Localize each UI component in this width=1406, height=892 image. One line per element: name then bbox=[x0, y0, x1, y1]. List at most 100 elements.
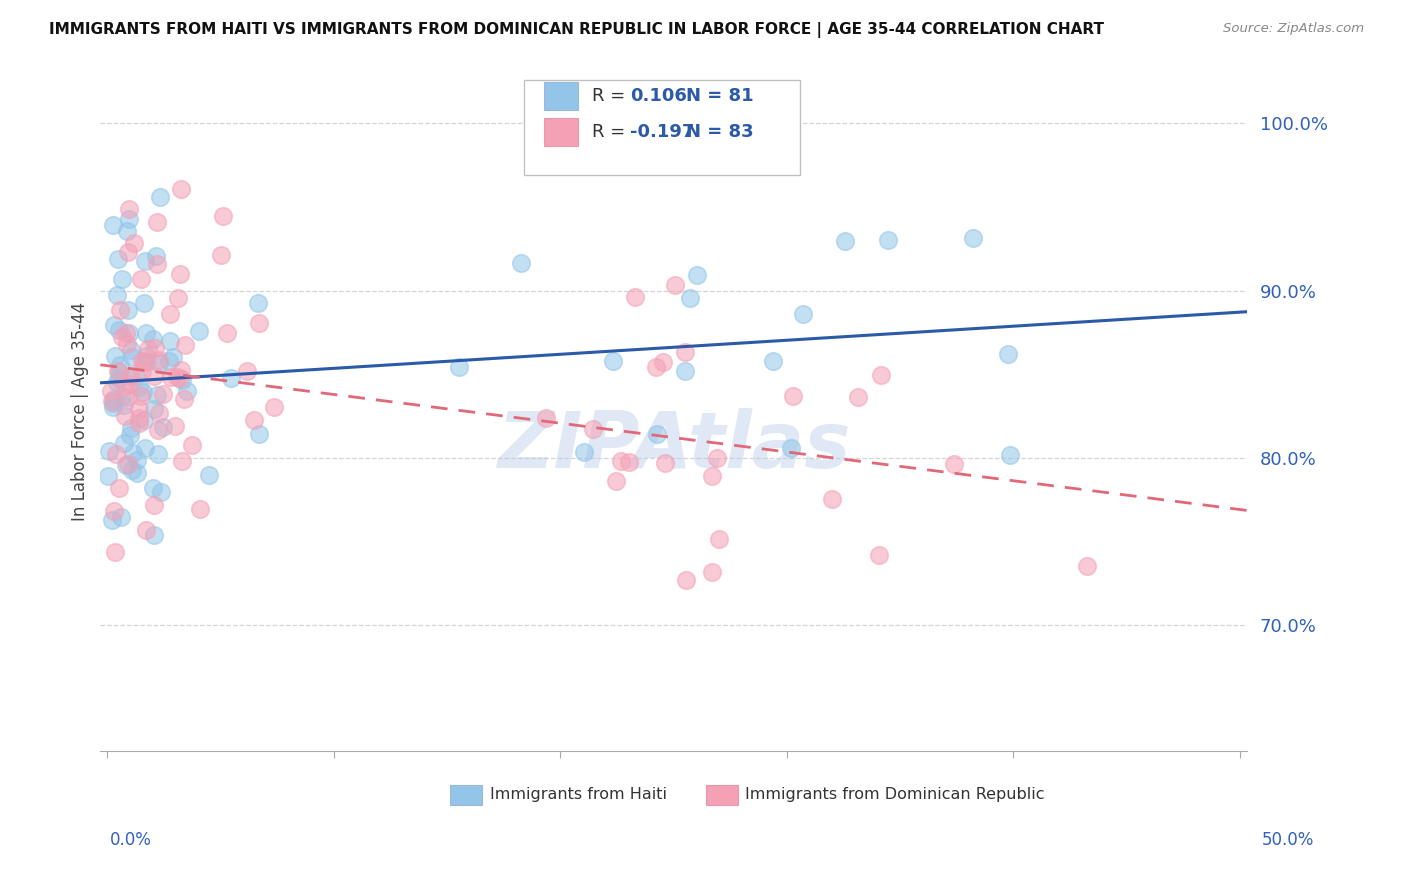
Point bbox=[121, 350, 143, 364]
Point bbox=[821, 491, 844, 506]
Point bbox=[145, 250, 167, 264]
Point bbox=[103, 504, 125, 518]
Point bbox=[172, 454, 194, 468]
Point bbox=[170, 182, 193, 196]
FancyBboxPatch shape bbox=[450, 785, 482, 805]
Point bbox=[122, 236, 145, 251]
Point bbox=[128, 401, 150, 416]
Point bbox=[654, 456, 676, 470]
Point bbox=[792, 307, 814, 321]
Point bbox=[103, 318, 125, 333]
Point bbox=[605, 474, 627, 488]
FancyBboxPatch shape bbox=[544, 82, 578, 111]
Point bbox=[834, 234, 856, 248]
Point bbox=[582, 422, 605, 436]
Point bbox=[142, 332, 165, 346]
Point bbox=[104, 545, 127, 559]
Point bbox=[645, 360, 668, 375]
Point bbox=[128, 410, 150, 425]
Point bbox=[132, 413, 155, 427]
Point bbox=[142, 481, 165, 495]
Point bbox=[868, 548, 890, 562]
Point bbox=[120, 343, 142, 357]
Point bbox=[112, 398, 135, 412]
Point bbox=[111, 271, 134, 285]
Point bbox=[134, 349, 156, 363]
Point bbox=[104, 350, 127, 364]
Point bbox=[673, 364, 696, 378]
FancyBboxPatch shape bbox=[544, 118, 578, 146]
Point bbox=[120, 421, 142, 435]
Text: 50.0%: 50.0% bbox=[1263, 831, 1315, 849]
Point bbox=[111, 390, 134, 404]
Point bbox=[173, 337, 195, 351]
Point bbox=[148, 353, 170, 368]
Point bbox=[146, 388, 169, 402]
Point bbox=[122, 446, 145, 460]
Point bbox=[675, 573, 697, 587]
Point bbox=[664, 277, 686, 292]
Point bbox=[962, 231, 984, 245]
FancyBboxPatch shape bbox=[706, 785, 738, 805]
Point bbox=[129, 389, 152, 403]
Point bbox=[142, 498, 165, 512]
Point bbox=[170, 363, 193, 377]
Point bbox=[623, 290, 645, 304]
Point bbox=[148, 406, 170, 420]
Point bbox=[212, 209, 235, 223]
Point bbox=[167, 291, 190, 305]
Point bbox=[105, 447, 128, 461]
Point bbox=[162, 350, 184, 364]
Point bbox=[247, 316, 270, 330]
Point bbox=[782, 390, 804, 404]
Point bbox=[142, 369, 165, 384]
Point bbox=[198, 468, 221, 483]
Point bbox=[449, 360, 471, 375]
Point bbox=[159, 307, 181, 321]
Point bbox=[645, 427, 668, 442]
Point bbox=[136, 342, 159, 356]
Point bbox=[118, 326, 141, 341]
Point bbox=[114, 409, 136, 423]
Point bbox=[148, 447, 170, 461]
Point bbox=[602, 353, 624, 368]
Point bbox=[706, 450, 728, 465]
Point bbox=[215, 326, 238, 340]
Point bbox=[263, 400, 285, 414]
Point bbox=[176, 384, 198, 398]
Point bbox=[617, 455, 640, 469]
Point bbox=[169, 267, 191, 281]
Y-axis label: In Labor Force | Age 35-44: In Labor Force | Age 35-44 bbox=[72, 302, 89, 522]
Point bbox=[100, 394, 122, 409]
Point bbox=[121, 462, 143, 476]
Point bbox=[112, 436, 135, 450]
Point bbox=[107, 252, 129, 267]
Point bbox=[127, 466, 149, 480]
Point bbox=[709, 532, 731, 546]
Point bbox=[997, 347, 1019, 361]
Point bbox=[536, 410, 558, 425]
Point bbox=[110, 303, 132, 318]
FancyBboxPatch shape bbox=[524, 79, 800, 175]
Text: N = 81: N = 81 bbox=[686, 87, 754, 105]
Text: IMMIGRANTS FROM HAITI VS IMMIGRANTS FROM DOMINICAN REPUBLIC IN LABOR FORCE | AGE: IMMIGRANTS FROM HAITI VS IMMIGRANTS FROM… bbox=[49, 22, 1104, 38]
Point bbox=[107, 371, 129, 385]
Point bbox=[124, 368, 146, 383]
Point bbox=[105, 288, 128, 302]
Point bbox=[846, 390, 869, 404]
Point bbox=[118, 428, 141, 442]
Point bbox=[135, 523, 157, 537]
Point bbox=[131, 384, 153, 399]
Point bbox=[702, 468, 724, 483]
Point bbox=[132, 355, 155, 369]
Point bbox=[114, 379, 136, 393]
Point bbox=[117, 212, 139, 227]
Point bbox=[159, 369, 181, 384]
Point bbox=[651, 355, 673, 369]
Point bbox=[143, 528, 166, 542]
Point bbox=[247, 427, 270, 442]
Point bbox=[209, 248, 232, 262]
Point bbox=[135, 355, 157, 369]
Point bbox=[127, 453, 149, 467]
Point bbox=[169, 370, 191, 384]
